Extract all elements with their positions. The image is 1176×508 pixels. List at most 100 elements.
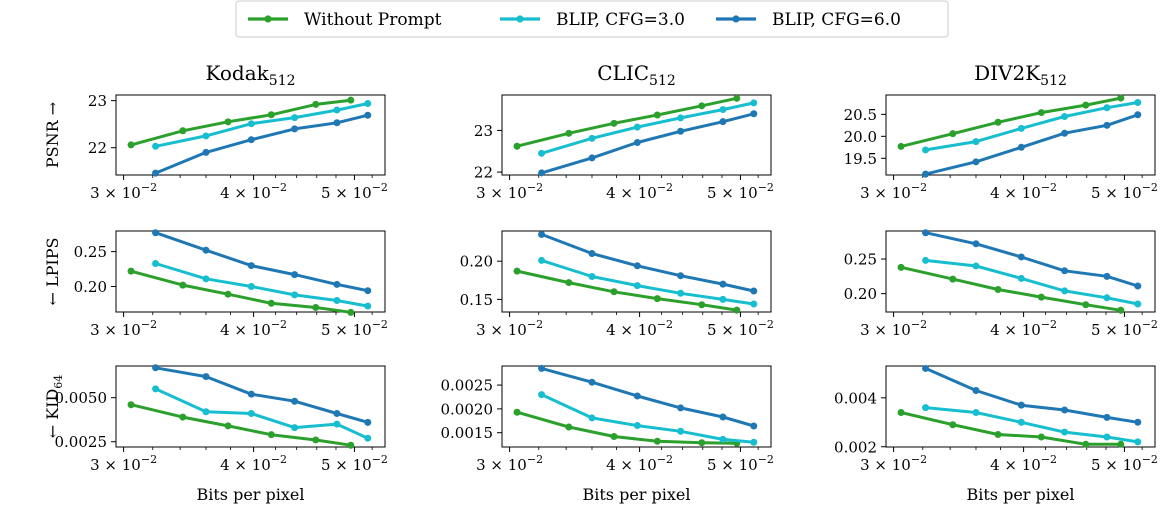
x-tick-base: 4 × 10	[220, 456, 271, 474]
axes-frame	[885, 230, 1156, 313]
data-point	[513, 408, 521, 416]
x-tick-label: 4 × 10−2	[606, 453, 673, 474]
data-point	[588, 154, 596, 162]
data-point	[127, 141, 135, 149]
x-tick-base: 3 × 10	[476, 321, 527, 339]
axes-frame	[501, 365, 772, 448]
data-point	[972, 408, 980, 416]
data-point	[152, 385, 160, 393]
data-point	[994, 431, 1002, 439]
data-point	[333, 296, 341, 304]
x-tick-label: 5 × 10−2	[1091, 318, 1158, 339]
series-line	[155, 113, 369, 175]
x-tick-exponent: −2	[372, 453, 388, 466]
y-tick-label: 0.0025	[441, 377, 494, 395]
x-tick-label: 3 × 10−2	[860, 318, 927, 339]
data-point	[750, 300, 758, 308]
data-point	[588, 414, 596, 422]
x-tick-base: 4 × 10	[990, 456, 1041, 474]
x-tick-exponent: −2	[1041, 318, 1057, 331]
data-point	[1017, 143, 1025, 151]
data-point	[1134, 111, 1142, 119]
data-point	[333, 280, 341, 288]
axes-frame	[885, 94, 1156, 176]
y-tick-label: 0.20	[844, 285, 877, 303]
data-point	[538, 364, 546, 372]
data-point	[610, 119, 618, 127]
x-tick-label: 4 × 10−2	[220, 453, 287, 474]
x-tick-base: 5 × 10	[1091, 321, 1142, 339]
series-line	[155, 366, 369, 424]
column-title-name: CLIC	[597, 61, 649, 85]
data-point	[333, 410, 341, 418]
data-point	[1017, 418, 1025, 426]
data-point	[677, 127, 685, 135]
x-tick-label: 5 × 10−2	[321, 453, 388, 474]
data-point	[922, 229, 930, 237]
x-tick-exponent: −2	[141, 453, 157, 466]
panel-DIV2K512-LPIPS: 3 × 10−2 4 × 10−2 5 × 10−20.200.25	[844, 229, 1158, 339]
data-point	[364, 111, 372, 119]
data-point	[267, 111, 275, 119]
x-tick-base: 5 × 10	[321, 321, 372, 339]
y-tick-label: 0.25	[844, 251, 877, 269]
data-point	[267, 431, 275, 439]
x-tick-base: 3 × 10	[860, 184, 911, 202]
x-tick-label: 5 × 10−2	[321, 318, 388, 339]
series-line	[925, 258, 1139, 306]
y-tick-label: 0.15	[460, 291, 493, 309]
data-point	[610, 433, 618, 441]
data-point	[719, 280, 727, 288]
data-point	[588, 272, 596, 280]
data-point	[152, 142, 160, 150]
y-tick-label: 0.004	[834, 389, 877, 407]
data-point	[719, 413, 727, 421]
x-tick-label: 3 × 10−2	[476, 453, 543, 474]
data-point	[698, 439, 706, 447]
x-axis-label: Bits per pixel	[966, 485, 1074, 504]
data-point	[1103, 121, 1111, 129]
data-point	[677, 404, 685, 412]
series-line	[924, 367, 1139, 424]
data-point	[1103, 413, 1111, 421]
x-tick-label: 5 × 10−2	[707, 181, 774, 202]
data-point	[897, 263, 905, 271]
legend-marker	[516, 15, 524, 23]
data-point	[1117, 440, 1125, 448]
y-tick-label: 20.0	[844, 128, 877, 146]
y-tick-label: 22	[88, 139, 107, 157]
x-tick-exponent: −2	[1142, 181, 1158, 194]
row-label-text: LPIPS	[43, 238, 62, 287]
y-tick-label: 23	[474, 122, 493, 140]
data-point	[152, 229, 160, 237]
data-point	[897, 142, 905, 150]
data-point	[179, 413, 187, 421]
legend-label: BLIP, CFG=6.0	[772, 10, 901, 30]
legend-label: BLIP, CFG=3.0	[556, 10, 685, 30]
legend-label: Without Prompt	[304, 10, 442, 30]
data-point	[247, 120, 255, 128]
data-point	[1061, 267, 1069, 275]
data-point	[179, 127, 187, 135]
data-point	[698, 301, 706, 309]
data-point	[1037, 109, 1045, 117]
legend-marker	[264, 15, 272, 23]
data-point	[633, 422, 641, 430]
data-point	[588, 378, 596, 386]
x-tick-label: 5 × 10−2	[707, 453, 774, 474]
data-point	[1017, 124, 1025, 132]
axes-frame	[115, 365, 386, 448]
x-tick-label: 3 × 10−2	[90, 318, 157, 339]
x-tick-label: 4 × 10−2	[220, 318, 287, 339]
x-tick-base: 3 × 10	[476, 456, 527, 474]
data-point	[750, 422, 758, 430]
series-line	[130, 403, 352, 447]
x-tick-base: 4 × 10	[220, 321, 271, 339]
data-point	[333, 119, 341, 127]
row-label: ← LPIPS	[43, 238, 62, 306]
data-point	[972, 262, 980, 270]
data-point	[291, 114, 299, 122]
data-point	[1037, 293, 1045, 301]
data-point	[719, 106, 727, 114]
